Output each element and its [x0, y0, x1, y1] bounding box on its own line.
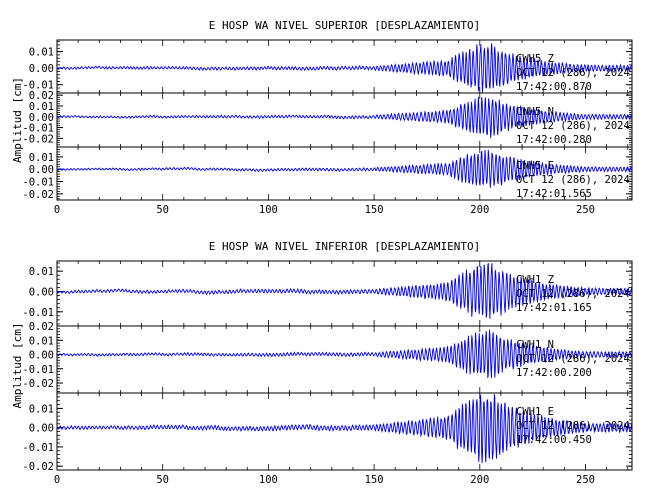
trace-date-label: OCT 12 (286), 2024 [516, 174, 630, 186]
y-tick-label: 0.01 [29, 47, 54, 59]
trace-date-label: OCT 12 (286), 2024 [516, 353, 630, 365]
y-tick-label: 0.00 [29, 423, 54, 435]
y-tick-label: -0.01 [22, 442, 54, 454]
trace-time-label: 17:42:00.280 [516, 134, 592, 146]
waveform-line [56, 149, 633, 188]
trace-time-label: 17:42:00.200 [516, 367, 592, 379]
trace-panel-cwh1-n: 0.02 0.01 0.00 -0.01 -0.02 CWH1 N OCT 12 (286)… [22, 321, 633, 394]
y-tick-label: -0.02 [22, 378, 54, 390]
trace-time-label: 17:42:01.565 [516, 188, 592, 200]
y-tick-label: -0.01 [22, 177, 54, 189]
x-tick-label: 50 [156, 474, 169, 486]
trace-panel-cwh5-n: 0.020.010.00-0.01-0.02 CWH5 N OCT 12 (286)… [22, 90, 633, 148]
trace-date-label: OCT 12 (286), 2024 [516, 120, 630, 132]
waveform-line [56, 263, 633, 319]
y-tick-label: 0.01 [29, 266, 54, 278]
y-tick-label: -0.02 [22, 189, 54, 201]
y-tick-label: 0.00 [29, 112, 54, 124]
y-tick-label: -0.01 [22, 307, 54, 319]
trace-panel-cwh1-z: 0.01 0.00 -0.01 CWH1 Z OCT 12 (286), 2024 17:… [22, 260, 633, 327]
x-tick-label: 200 [470, 474, 489, 486]
trace-station-label: CWH1 N [516, 339, 554, 351]
y-tick-label: 0.02 [29, 90, 54, 102]
waveform-line [56, 96, 633, 139]
waveform-line [56, 43, 633, 93]
x-tick-label: 150 [365, 474, 384, 486]
trace-date-label: OCT 12 (286), 2024 [516, 67, 630, 79]
trace-date-label: OCT 12 (286), 2024 [516, 288, 630, 300]
trace-time-label: 17:42:00.870 [516, 81, 592, 93]
x-tick-label: 50 [156, 204, 169, 216]
x-tick-label: 200 [470, 204, 489, 216]
trace-panel-cwh5-z: 0.01 0.00 -0.01 CWH5 Z OCT 12 (286), 2024 17:… [22, 39, 633, 94]
y-axis-label: Amplitud [cm] [11, 322, 24, 408]
trace-station-label: CWH5 Z [516, 53, 554, 65]
y-tick-label: 0.00 [29, 164, 54, 176]
trace-time-label: 17:42:00.450 [516, 434, 592, 446]
waveform-line [56, 329, 633, 379]
trace-date-label: OCT 12 (286), 2024 [516, 420, 630, 432]
y-tick-label: 0.01 [29, 403, 54, 415]
y-tick-label: -0.01 [22, 123, 54, 135]
x-tick-label: 250 [576, 474, 595, 486]
y-tick-label: 0.02 [29, 321, 54, 333]
y-tick-label: 0.01 [29, 101, 54, 113]
x-tick-label: 0 [54, 474, 60, 486]
x-tick-label: 150 [365, 204, 384, 216]
y-tick-label: 0.01 [29, 335, 54, 347]
trace-panel-cwh1-e: 0.01 0.00 -0.01 -0.02 CWH1 E OCT 12 (286), 20… [22, 392, 633, 473]
y-axis-label: Amplitud [cm] [11, 77, 24, 163]
trace-time-label: 17:42:01.165 [516, 302, 592, 314]
waveform-line [56, 394, 633, 464]
x-tick-label: 100 [259, 204, 278, 216]
x-tick-label: 100 [259, 474, 278, 486]
chart-title: E HOSP WA NIVEL INFERIOR [DESPLAZAMIENTO… [209, 240, 481, 253]
y-tick-label: -0.01 [22, 80, 54, 92]
y-tick-label: 0.00 [29, 350, 54, 362]
y-tick-label: 0.00 [29, 63, 54, 75]
trace-panel-cwh5-e: 0.010.00-0.01-0.02 CWH5 E OCT 12 (286), 20… [22, 146, 633, 201]
y-tick-label: -0.02 [22, 461, 54, 473]
trace-frame [56, 146, 633, 201]
x-tick-label: 0 [54, 204, 60, 216]
y-tick-label: 0.00 [29, 286, 54, 298]
trace-station-label: CWH1 E [516, 406, 554, 418]
trace-station-label: CWH1 Z [516, 274, 554, 286]
trace-station-label: CWH5 N [516, 106, 554, 118]
y-tick-label: -0.02 [22, 133, 54, 145]
y-tick-label: 0.01 [29, 152, 54, 164]
y-tick-label: -0.01 [22, 364, 54, 376]
x-tick-label: 250 [576, 204, 595, 216]
chart-title: E HOSP WA NIVEL SUPERIOR [DESPLAZAMIENTO… [209, 19, 481, 32]
trace-station-label: CWH5 E [516, 160, 554, 172]
